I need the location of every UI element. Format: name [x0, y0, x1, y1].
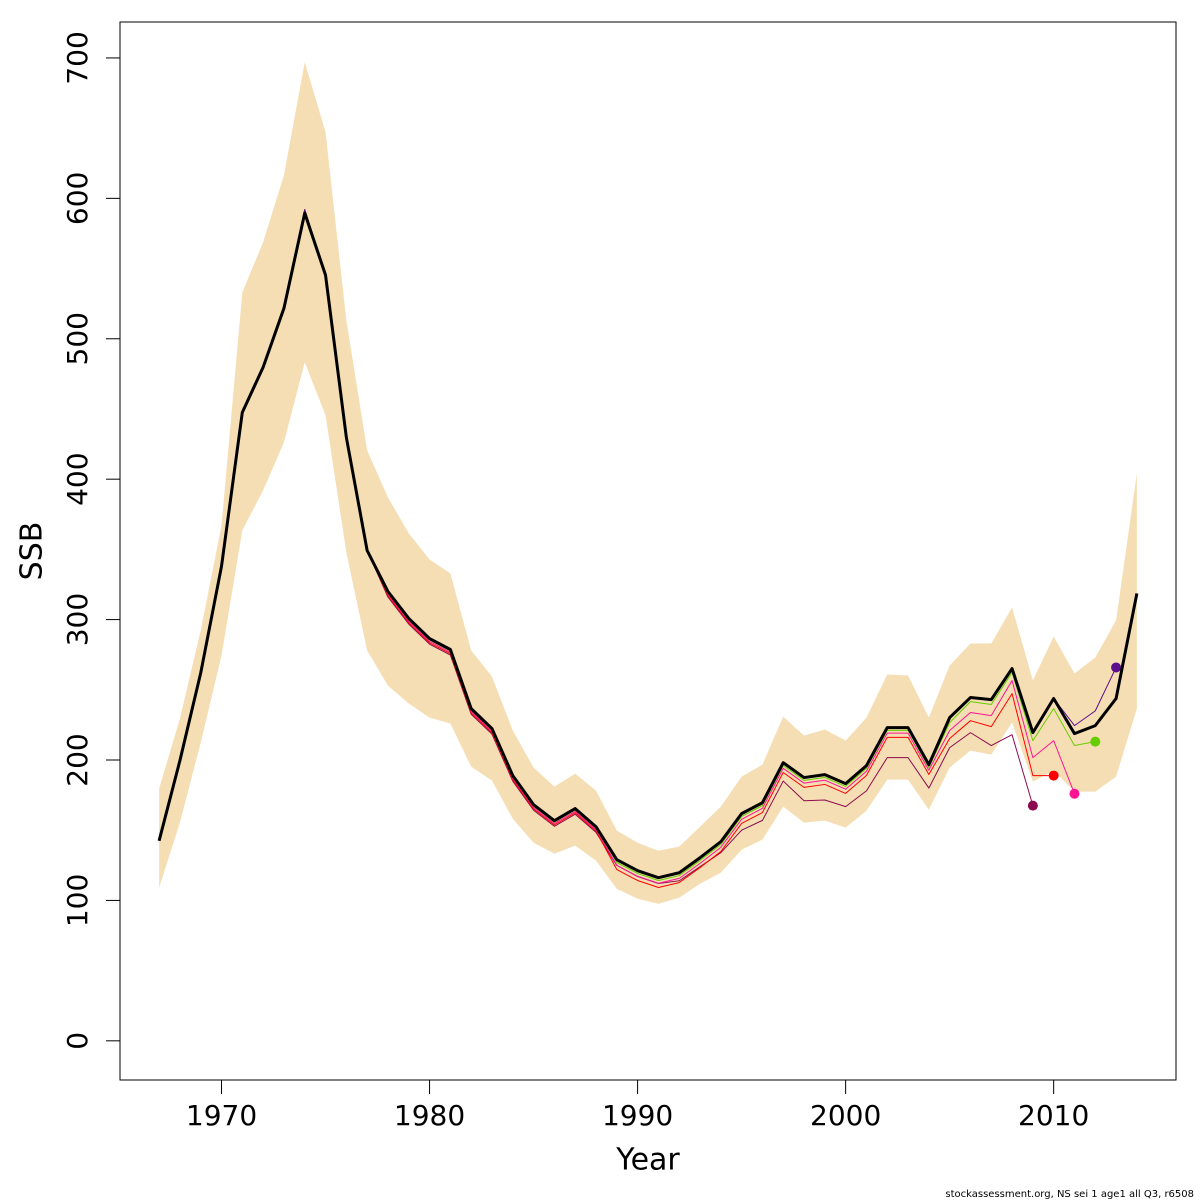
y-tick-label: 400	[61, 452, 94, 505]
y-tick-label: 100	[61, 874, 94, 927]
y-tick-label: 700	[61, 31, 94, 84]
y-tick-label: 500	[61, 312, 94, 365]
y-tick-label: 300	[61, 593, 94, 646]
y-tick-label: 0	[61, 1032, 94, 1050]
end-point	[1048, 770, 1059, 781]
x-tick-label: 2000	[810, 1099, 881, 1132]
series-line	[157, 211, 1139, 880]
plot-area	[157, 62, 1139, 904]
x-tick-label: 1990	[602, 1099, 673, 1132]
end-point	[1111, 662, 1122, 673]
end-point	[1027, 800, 1038, 811]
y-tick-label: 200	[61, 733, 94, 786]
x-tick-label: 1970	[186, 1099, 257, 1132]
plot-frame	[119, 21, 1177, 1081]
x-tick-label: 1980	[394, 1099, 465, 1132]
end-point	[1090, 736, 1101, 747]
x-axis-title: Year	[615, 1143, 680, 1178]
x-tick-label: 2010	[1018, 1099, 1089, 1132]
confidence-band	[159, 62, 1137, 904]
y-axis-title: SSB	[15, 522, 50, 581]
end-point	[1069, 788, 1080, 799]
y-tick-label: 600	[61, 172, 94, 225]
footer: stockassessment.org, NS sei 1 age1 all Q…	[945, 1189, 1194, 1200]
